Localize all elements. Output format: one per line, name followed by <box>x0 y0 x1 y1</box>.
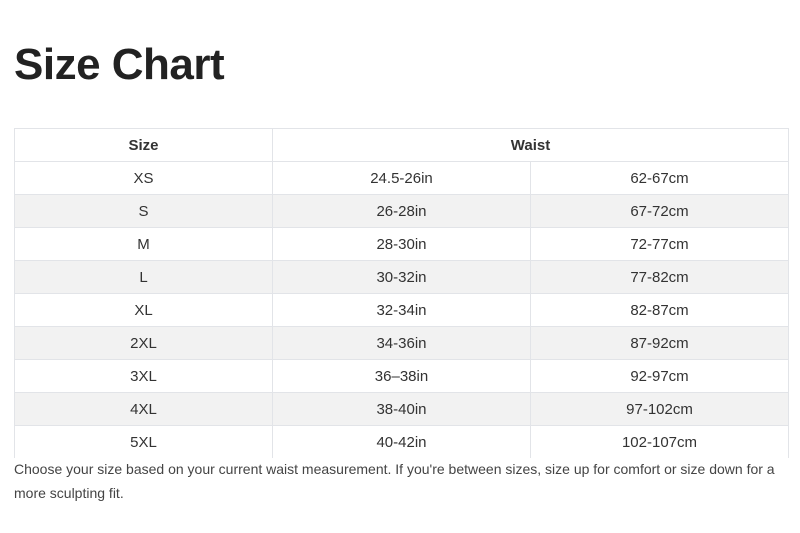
table-row: L 30-32in 77-82cm <box>14 260 789 294</box>
table-row: XL 32-34in 82-87cm <box>14 293 789 327</box>
cell-in: 32-34in <box>272 293 531 327</box>
cell-cm: 92-97cm <box>530 359 789 393</box>
cell-size: 2XL <box>14 326 273 360</box>
cell-cm: 102-107cm <box>530 425 789 458</box>
cell-cm: 87-92cm <box>530 326 789 360</box>
cell-size: 5XL <box>14 425 273 458</box>
cell-cm: 82-87cm <box>530 293 789 327</box>
cell-size: XL <box>14 293 273 327</box>
cell-size: XS <box>14 161 273 195</box>
table-row: M 28-30in 72-77cm <box>14 227 789 261</box>
cell-cm: 97-102cm <box>530 392 789 426</box>
cell-in: 26-28in <box>272 194 531 228</box>
cell-in: 30-32in <box>272 260 531 294</box>
table-row: 2XL 34-36in 87-92cm <box>14 326 789 360</box>
cell-in: 28-30in <box>272 227 531 261</box>
table-row: 5XL 40-42in 102-107cm <box>14 425 789 458</box>
size-note: Choose your size based on your current w… <box>14 461 775 501</box>
cell-in: 38-40in <box>272 392 531 426</box>
cell-cm: 72-77cm <box>530 227 789 261</box>
table-row: S 26-28in 67-72cm <box>14 194 789 228</box>
cell-size: 3XL <box>14 359 273 393</box>
header-size: Size <box>14 128 273 162</box>
table-header: Size Waist <box>14 128 789 162</box>
cell-in: 40-42in <box>272 425 531 458</box>
size-table: Size Waist XS 24.5-26in 62-67cm S 26-28in 67-… <box>14 128 789 458</box>
cell-size: 4XL <box>14 392 273 426</box>
cell-in: 36–38in <box>272 359 531 393</box>
header-waist: Waist <box>272 128 789 162</box>
page-title: Size Chart <box>14 40 225 89</box>
table-row: XS 24.5-26in 62-67cm <box>14 161 789 195</box>
cell-size: S <box>14 194 273 228</box>
cell-size: M <box>14 227 273 261</box>
table-row: 3XL 36–38in 92-97cm <box>14 359 789 393</box>
cell-in: 24.5-26in <box>272 161 531 195</box>
cell-cm: 67-72cm <box>530 194 789 228</box>
cell-in: 34-36in <box>272 326 531 360</box>
table-row: 4XL 38-40in 97-102cm <box>14 392 789 426</box>
cell-cm: 77-82cm <box>530 260 789 294</box>
cell-cm: 62-67cm <box>530 161 789 195</box>
cell-size: L <box>14 260 273 294</box>
